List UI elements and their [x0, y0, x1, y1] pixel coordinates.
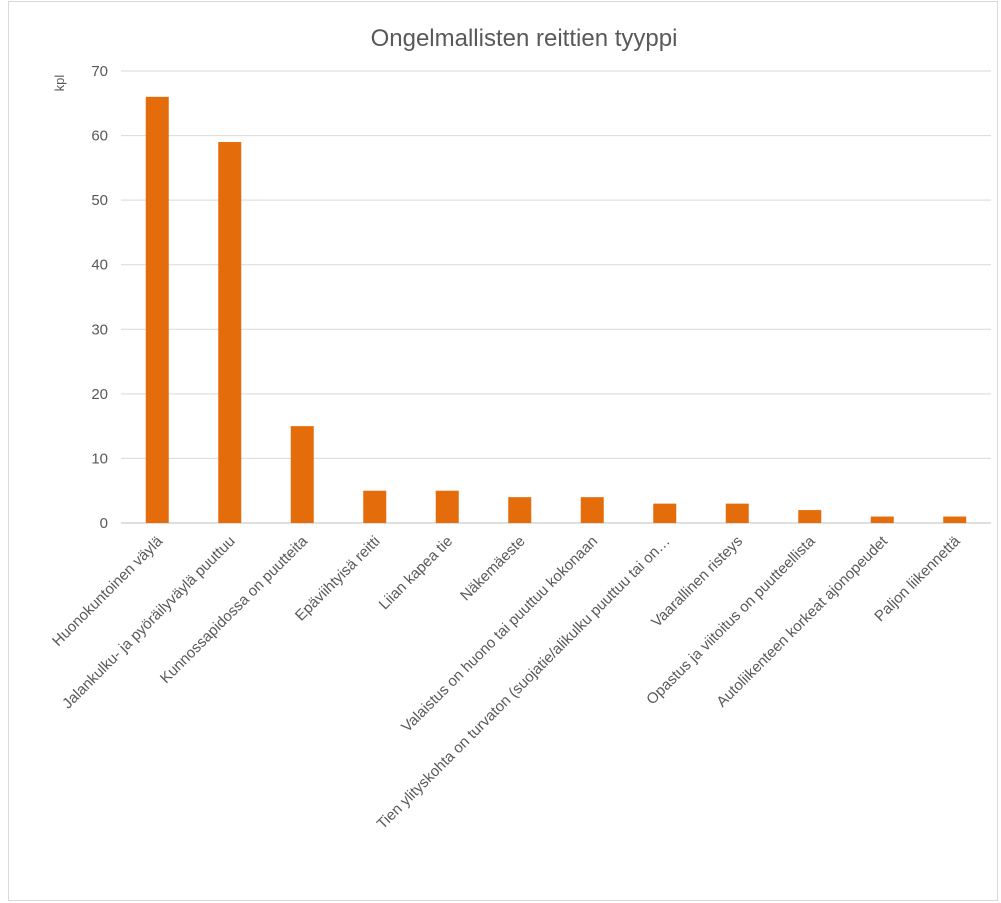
bar	[798, 510, 822, 523]
bar	[435, 490, 459, 523]
bar	[363, 490, 387, 523]
bar	[580, 497, 604, 523]
chart-frame	[8, 1, 998, 901]
y-tick-label: 60	[91, 128, 108, 145]
x-category-label: Liian kapea tie	[376, 533, 456, 613]
x-category-label: Näkemäeste	[457, 533, 529, 605]
bar	[218, 142, 242, 523]
x-category-label: Kunnossapidossa on puutteita	[157, 532, 312, 687]
bar	[508, 497, 532, 523]
y-tick-label: 70	[91, 63, 108, 80]
bar	[653, 503, 677, 523]
bar	[145, 96, 169, 523]
chart-title: Ongelmallisten reittien tyyppi	[371, 25, 678, 52]
y-tick-label: 10	[91, 450, 108, 467]
y-tick-label: 0	[100, 515, 108, 532]
y-axis-label: kpl	[52, 75, 67, 92]
bar	[870, 516, 894, 523]
y-tick-label: 40	[91, 257, 108, 274]
bar	[943, 516, 967, 523]
y-tick-label: 20	[91, 386, 108, 403]
y-tick-label: 50	[91, 192, 108, 209]
bar	[725, 503, 749, 523]
bar	[290, 426, 314, 523]
y-tick-label: 30	[91, 321, 108, 338]
